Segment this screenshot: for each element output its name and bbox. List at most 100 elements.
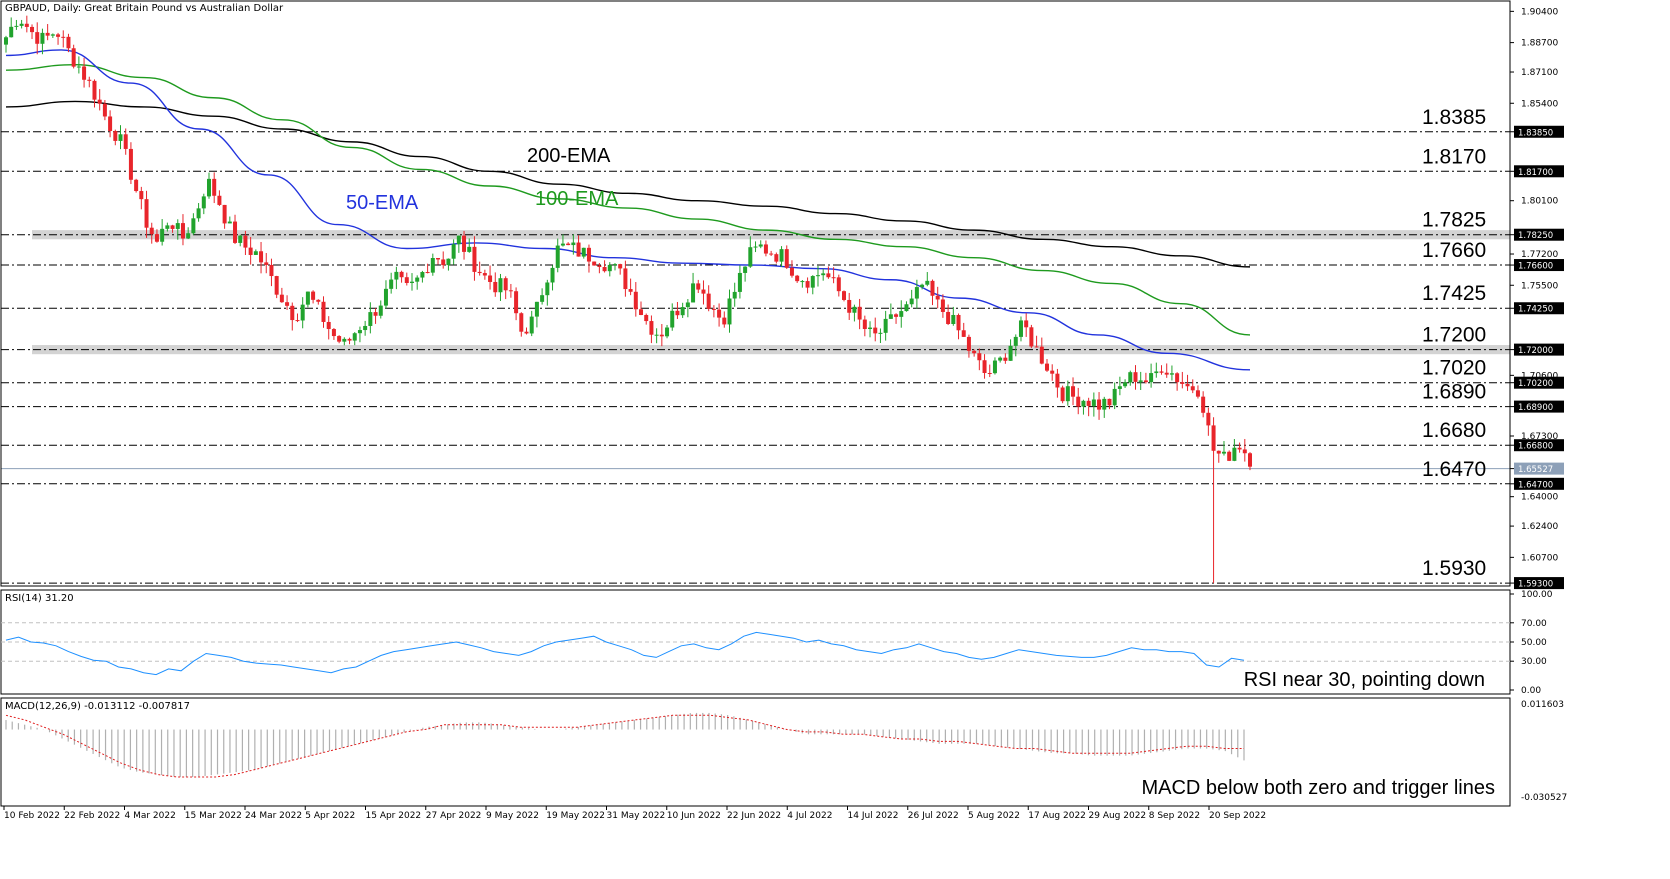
candle xyxy=(1003,353,1008,364)
candle xyxy=(925,272,930,287)
candle xyxy=(550,265,555,291)
macd-pane-frame xyxy=(0,697,1511,807)
macd-title: MACD(12,26,9) -0.013112 -0.007817 xyxy=(5,701,190,712)
candle xyxy=(170,224,175,233)
candle xyxy=(810,275,815,295)
level-label-5: 1.7200 xyxy=(1422,324,1486,347)
candle xyxy=(842,290,847,302)
candle xyxy=(394,266,399,290)
level-label-8: 1.6680 xyxy=(1422,419,1486,442)
candle xyxy=(71,44,76,69)
candle xyxy=(1045,359,1050,372)
candle xyxy=(212,172,217,204)
candle xyxy=(966,334,971,358)
candle xyxy=(727,289,732,333)
candle xyxy=(701,280,706,305)
candle xyxy=(128,142,133,185)
candle xyxy=(186,227,191,240)
candle xyxy=(1216,450,1221,463)
ema50-label: 50-EMA xyxy=(346,192,419,214)
candle xyxy=(639,301,644,316)
candle xyxy=(1211,417,1216,584)
candle xyxy=(180,214,185,246)
candle xyxy=(399,270,404,283)
candle xyxy=(1190,379,1195,394)
candle xyxy=(857,298,862,330)
candle xyxy=(784,245,789,269)
price-tick-5: 1.81700 xyxy=(1518,168,1553,178)
candle xyxy=(602,260,607,273)
candle xyxy=(529,310,534,337)
candle xyxy=(961,322,966,337)
x-axis: 10 Feb 2022 22 Feb 2022 4 Mar 2022 15 Mar 2… xyxy=(3,806,1266,821)
candle xyxy=(1242,438,1247,462)
candle xyxy=(706,285,711,312)
candle xyxy=(337,335,342,344)
candles xyxy=(4,15,1252,584)
candle xyxy=(139,186,144,210)
candle xyxy=(373,308,378,324)
candle xyxy=(1097,392,1102,420)
candle xyxy=(566,242,571,246)
candle xyxy=(1237,442,1242,453)
level-label-6: 1.7020 xyxy=(1422,357,1486,380)
candle xyxy=(680,302,685,318)
candle xyxy=(217,190,222,206)
candle xyxy=(14,19,19,30)
x-tick-20: 20 Sep 2022 xyxy=(1209,811,1266,821)
rsi-tick-2: 50.00 xyxy=(1521,638,1547,648)
candle xyxy=(1180,371,1185,389)
price-tick-13: 1.70600 xyxy=(1521,371,1558,381)
candle xyxy=(363,320,368,336)
candle xyxy=(586,244,591,273)
candle xyxy=(1128,370,1133,386)
candle xyxy=(717,303,722,327)
candle xyxy=(956,313,961,340)
candle xyxy=(894,313,899,324)
price-tick-23: 1.59300 xyxy=(1518,580,1553,590)
candle xyxy=(1159,365,1164,375)
price-tick-11: 1.74250 xyxy=(1518,305,1553,315)
candle xyxy=(1018,316,1023,342)
rsi-tick-0: 100.00 xyxy=(1521,590,1553,600)
candle xyxy=(1039,337,1044,365)
candle xyxy=(66,33,71,53)
x-tick-10: 31 May 2022 xyxy=(607,811,666,821)
candle xyxy=(467,238,472,253)
candle xyxy=(160,219,165,246)
candle xyxy=(951,306,956,326)
candle xyxy=(1149,363,1154,388)
candle xyxy=(935,286,940,309)
candle xyxy=(477,261,482,276)
candle xyxy=(425,263,430,274)
price-title: GBPAUD, Daily: Great Britain Pound vs Au… xyxy=(5,3,284,14)
candle xyxy=(321,296,326,328)
x-tick-18: 29 Aug 2022 xyxy=(1089,811,1147,821)
candle xyxy=(45,24,50,41)
x-tick-1: 22 Feb 2022 xyxy=(64,811,120,821)
candle xyxy=(196,203,201,222)
candle xyxy=(576,235,581,257)
candle xyxy=(633,282,638,317)
candle xyxy=(779,246,784,268)
price-box-11 xyxy=(1514,302,1564,315)
price-tick-14: 1.70200 xyxy=(1518,379,1553,389)
candle xyxy=(191,213,196,235)
candle xyxy=(503,276,508,300)
candle xyxy=(1050,364,1055,381)
price-tick-18: 1.65527 xyxy=(1518,465,1553,475)
candle xyxy=(326,316,331,340)
candle xyxy=(462,230,467,260)
x-tick-7: 27 Apr 2022 xyxy=(426,811,482,821)
candle xyxy=(50,33,55,38)
candle xyxy=(451,239,456,265)
candle xyxy=(456,235,461,253)
candle xyxy=(331,328,336,340)
candle xyxy=(92,79,97,108)
rsi-tick-4: 0.00 xyxy=(1521,686,1541,696)
price-box-18 xyxy=(1514,462,1564,475)
candle xyxy=(732,282,737,307)
level-label-3: 1.7660 xyxy=(1422,239,1486,262)
candle xyxy=(836,274,841,297)
price-box-19 xyxy=(1514,477,1564,490)
